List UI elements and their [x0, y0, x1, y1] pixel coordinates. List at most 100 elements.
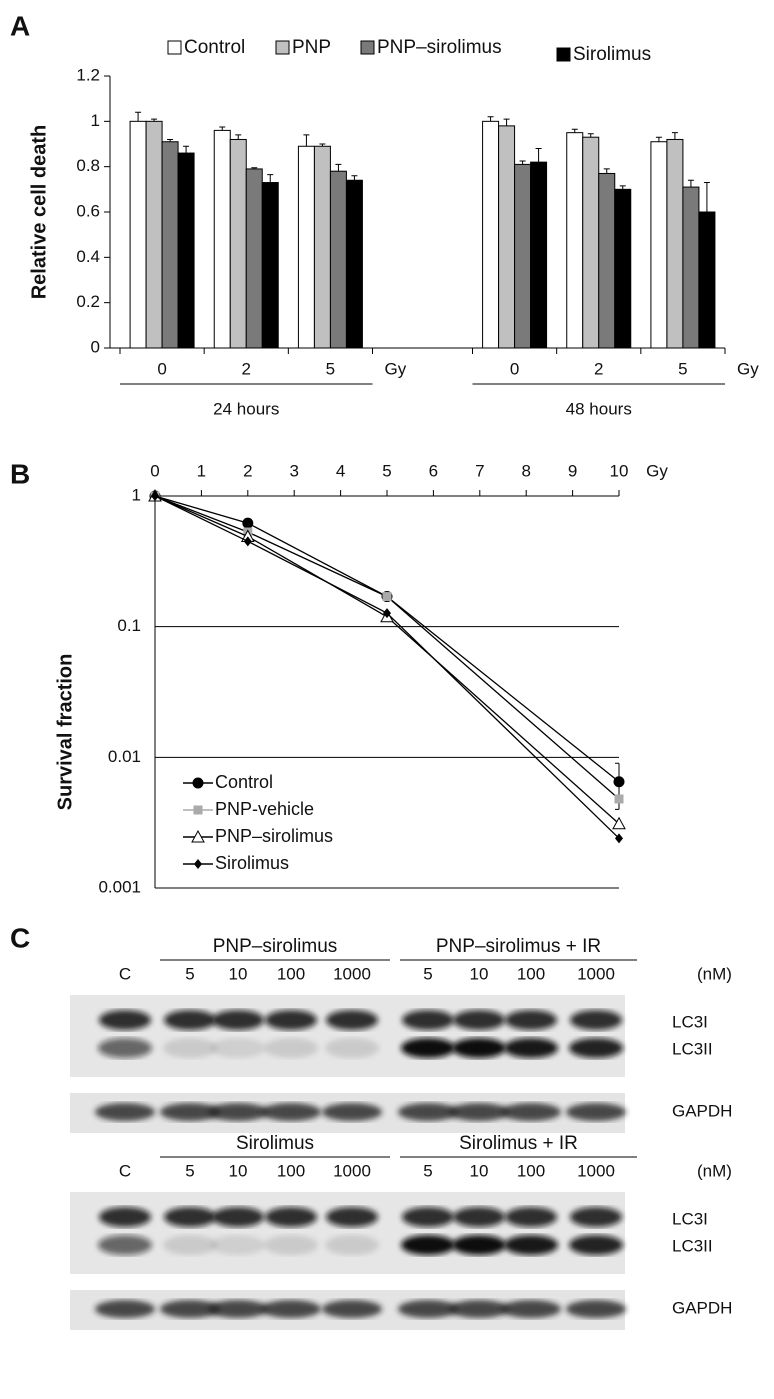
- band: [401, 1038, 455, 1058]
- marker: [151, 491, 159, 501]
- band: [398, 1103, 458, 1121]
- bar: [129, 120, 147, 349]
- band: [570, 1010, 622, 1030]
- band: [212, 1207, 264, 1227]
- error-bar: [335, 163, 342, 172]
- band: [566, 1103, 626, 1121]
- unit-label: (nM): [697, 964, 732, 983]
- error-bar: [687, 179, 694, 188]
- band: [449, 1103, 509, 1121]
- band: [160, 1103, 220, 1121]
- band: [265, 1010, 317, 1030]
- legend-swatch: [556, 47, 571, 62]
- band-label: LC3I: [672, 1209, 708, 1228]
- band: [325, 1038, 379, 1058]
- x-tick-label: 6: [429, 461, 438, 480]
- marker: [191, 829, 205, 843]
- x-tick-label: 7: [475, 461, 484, 480]
- error-bar: [151, 118, 158, 122]
- band: [401, 1235, 455, 1255]
- legend-label: PNP: [292, 37, 331, 58]
- band: [164, 1010, 216, 1030]
- band: [505, 1207, 557, 1227]
- band: [98, 1038, 152, 1058]
- bar: [614, 188, 632, 349]
- band: [325, 1235, 379, 1255]
- marker: [194, 859, 202, 869]
- bar: [313, 145, 331, 349]
- lane-label: 5: [423, 1161, 432, 1180]
- band: [212, 1010, 264, 1030]
- y-axis-title: Survival fraction: [54, 654, 76, 811]
- band: [570, 1207, 622, 1227]
- y-tick-label: 0.1: [117, 616, 141, 635]
- legend-label: PNP–sirolimus: [215, 826, 333, 846]
- marker: [192, 777, 204, 789]
- group-label: Sirolimus + IR: [459, 1133, 578, 1154]
- y-tick-label: 0.001: [98, 877, 141, 896]
- x-tick-label: 2: [243, 461, 252, 480]
- lane-label: 10: [229, 1161, 248, 1180]
- band: [99, 1010, 151, 1030]
- band-label: GAPDH: [672, 1298, 732, 1317]
- band: [326, 1207, 378, 1227]
- legend-swatch: [275, 40, 290, 55]
- lane-label: 1000: [577, 1161, 615, 1180]
- bar: [161, 141, 179, 349]
- x-tick-label: 2: [242, 359, 251, 378]
- band: [322, 1300, 382, 1318]
- lane-label: 10: [229, 964, 248, 983]
- error-bar: [487, 116, 494, 122]
- band: [95, 1103, 155, 1121]
- group-label: Sirolimus: [236, 1133, 314, 1154]
- band: [452, 1235, 506, 1255]
- error-bar: [655, 136, 662, 142]
- x-tick-label: 5: [326, 359, 335, 378]
- band: [504, 1235, 558, 1255]
- bar: [666, 138, 684, 349]
- x-tick-label: 5: [678, 359, 687, 378]
- lane-label: C: [119, 964, 131, 983]
- band: [208, 1300, 268, 1318]
- y-tick-label: 0.4: [76, 247, 100, 266]
- error-bar: [535, 148, 542, 163]
- x-tick-label: 10: [610, 461, 629, 480]
- x-tick-label: 9: [568, 461, 577, 480]
- band-label: LC3II: [672, 1039, 713, 1058]
- error-bar: [219, 126, 226, 131]
- bar: [698, 211, 716, 349]
- band: [326, 1010, 378, 1030]
- bar: [598, 172, 616, 349]
- error-bar: [619, 185, 626, 190]
- y-tick-label: 0.6: [76, 201, 100, 220]
- band: [505, 1010, 557, 1030]
- series-line: [154, 495, 620, 800]
- error-bar: [183, 145, 190, 154]
- x-tick-label: 0: [157, 359, 166, 378]
- error-bar: [519, 160, 526, 165]
- x-tick-label: 1: [197, 461, 206, 480]
- band: [449, 1300, 509, 1318]
- y-tick-label: 1: [91, 111, 100, 130]
- band: [452, 1038, 506, 1058]
- y-tick-label: 1: [132, 485, 141, 504]
- lane-label: 1000: [333, 1161, 371, 1180]
- x-tick-label: 3: [289, 461, 298, 480]
- lane-label: 10: [470, 1161, 489, 1180]
- error-bar: [703, 182, 710, 212]
- legend-swatch: [360, 40, 375, 55]
- band: [98, 1235, 152, 1255]
- band: [504, 1038, 558, 1058]
- error-bar: [251, 167, 258, 169]
- band: [163, 1038, 217, 1058]
- lane-label: 5: [185, 964, 194, 983]
- error-bar: [571, 128, 578, 133]
- bar: [297, 145, 315, 349]
- lane-label: 5: [423, 964, 432, 983]
- band: [402, 1207, 454, 1227]
- y-tick-label: 1.2: [76, 65, 100, 84]
- blot-bg: [70, 995, 625, 1077]
- bar: [329, 170, 347, 349]
- lane-label: 10: [470, 964, 489, 983]
